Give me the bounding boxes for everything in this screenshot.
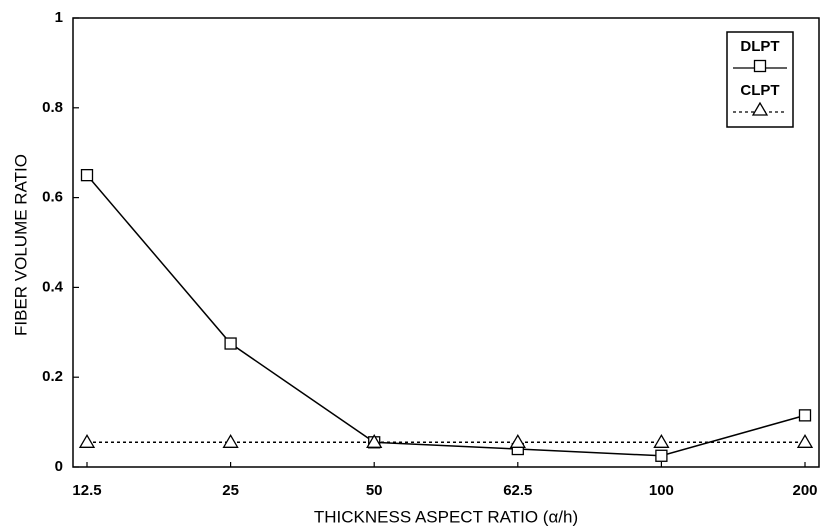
x-tick-label: 50 [366, 482, 383, 499]
plot-frame [72, 17, 820, 468]
data-point [224, 337, 237, 350]
data-point [655, 449, 668, 462]
legend-label: CLPT [740, 82, 779, 99]
data-point [80, 168, 94, 182]
y-tick-label: 1 [55, 9, 63, 26]
legend-marker [751, 101, 769, 116]
y-axis-label: FIBER VOLUME RATIO [11, 154, 30, 336]
y-tick-label: 0.6 [42, 189, 63, 206]
data-point [798, 409, 812, 422]
x-tick-label: 62.5 [503, 482, 532, 499]
data-point [78, 434, 96, 448]
legend-label: DLPT [740, 38, 779, 55]
y-tick-label: 0.8 [42, 99, 63, 116]
x-axis-label: THICKNESS ASPECT RATIO (α/h) [314, 507, 578, 526]
data-point [653, 434, 670, 448]
y-tick-label: 0.4 [42, 278, 64, 295]
x-tick-label: 100 [649, 482, 674, 499]
series-line [86, 174, 806, 457]
y-tick-label: 0 [55, 458, 63, 475]
x-tick-label: 200 [792, 482, 817, 499]
x-tick-label: 25 [222, 482, 239, 499]
y-tick-label: 0.2 [42, 368, 63, 385]
data-point [509, 434, 526, 448]
data-point [796, 434, 814, 448]
legend-marker [753, 59, 767, 73]
data-point [366, 434, 383, 448]
x-tick-label: 12.5 [72, 482, 101, 499]
data-point [222, 434, 239, 448]
